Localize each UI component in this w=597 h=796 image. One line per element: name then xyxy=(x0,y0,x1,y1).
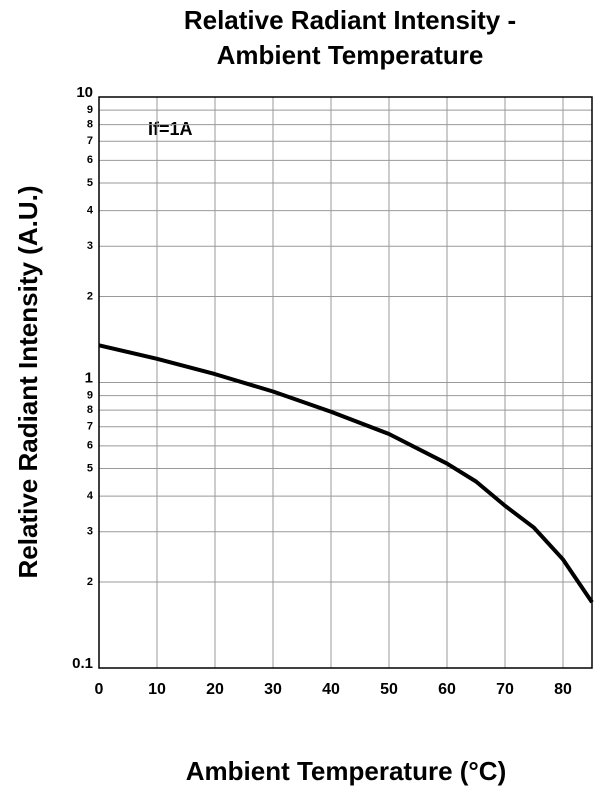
y-tick-label: 3 xyxy=(87,526,93,538)
x-tick-label: 0 xyxy=(95,681,104,698)
y-tick-label: 7 xyxy=(87,135,93,147)
plot-frame xyxy=(98,96,593,669)
y-tick-label: 4 xyxy=(87,490,94,502)
x-tick-label: 30 xyxy=(264,681,282,698)
x-tick-label: 20 xyxy=(206,681,224,698)
y-tick-label: 5 xyxy=(87,177,93,189)
data-line xyxy=(98,343,594,604)
y-tick-label: 8 xyxy=(87,119,93,131)
y-tick-label: 9 xyxy=(87,389,93,401)
x-tick-label: 10 xyxy=(148,681,166,698)
chart-title: Ambient Temperature xyxy=(217,40,484,70)
y-tick-label: 4 xyxy=(87,205,94,217)
y-tick-label: 8 xyxy=(87,404,93,416)
y-tick-label: 7 xyxy=(87,421,93,433)
y-tick-label: 9 xyxy=(87,104,93,116)
y-tick-label: 0.1 xyxy=(72,655,93,672)
x-tick-label: 80 xyxy=(554,681,572,698)
y-axis-label: Relative Radiant Intensity (A.U.) xyxy=(13,186,43,579)
y-tick-label: 5 xyxy=(87,462,93,474)
chart-title: Relative Radiant Intensity - xyxy=(184,5,516,35)
y-tick-label: 2 xyxy=(87,576,93,588)
x-tick-label: 50 xyxy=(380,681,398,698)
y-tick-label: 2 xyxy=(87,290,93,302)
y-tick-label: 10 xyxy=(76,84,93,101)
y-tick-label: 6 xyxy=(87,440,93,452)
annotation: If=1A xyxy=(148,119,193,139)
x-tick-label: 70 xyxy=(496,681,514,698)
y-tick-label: 1 xyxy=(85,369,93,386)
x-tick-label: 60 xyxy=(438,681,456,698)
y-tick-label: 3 xyxy=(87,240,93,252)
x-tick-label: 40 xyxy=(322,681,340,698)
y-tick-label: 6 xyxy=(87,154,93,166)
x-axis-label: Ambient Temperature (°C) xyxy=(186,756,507,786)
